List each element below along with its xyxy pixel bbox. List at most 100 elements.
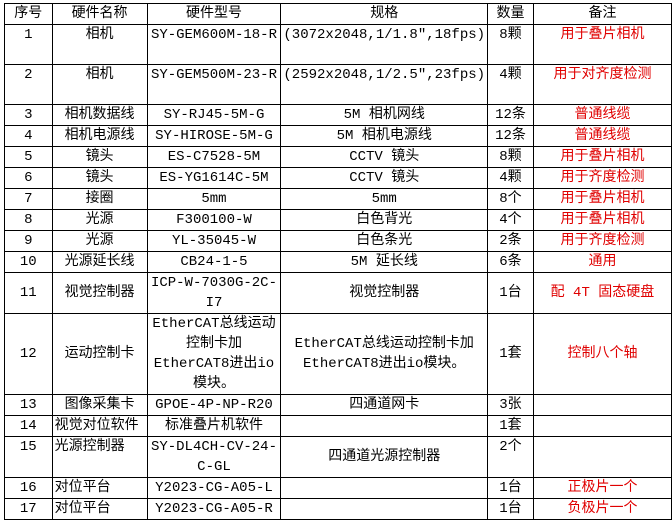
cell-model: CB24-1-5 [146,251,282,273]
cell-note: 用于叠片相机 [532,146,672,168]
cell-name: 对位平台 [51,477,148,499]
cell-name: 光源延长线 [51,251,148,273]
cell-no: 12 [4,313,53,395]
cell-model: SY-GEM500M-23-R [146,64,282,105]
cell-spec: 5M 延长线 [280,251,489,273]
cell-note: 配 4T 固态硬盘 [532,272,672,314]
table-row: 5 镜头 ES-C7528-5M CCTV 镜头 8颗 用于叠片相机 [4,146,672,168]
cell-no: 16 [4,477,53,499]
cell-model: F300100-W [146,209,282,231]
cell-no: 11 [4,272,53,314]
cell-no: 5 [4,146,53,168]
cell-qty: 1套 [487,313,534,395]
header-no: 序号 [4,3,53,25]
cell-no: 2 [4,64,53,105]
table-row: 7 接圈 5mm 5mm 8个 用于叠片相机 [4,188,672,210]
table-row: 13 图像采集卡 GPOE-4P-NP-R20 四通道网卡 3张 [4,394,672,416]
header-spec: 规格 [280,3,489,25]
cell-note: 负极片一个 [532,498,672,520]
cell-spec: 5M 相机网线 [280,104,489,126]
table-row: 1 相机 SY-GEM600M-18-R (3072x2048,1/1.8",18fp… [4,24,672,65]
cell-qty: 8颗 [487,146,534,168]
cell-no: 4 [4,125,53,147]
cell-spec [280,498,489,520]
cell-spec [280,477,489,499]
cell-model: GPOE-4P-NP-R20 [146,394,282,416]
cell-note: 控制八个轴 [532,313,672,395]
cell-note: 用于叠片相机 [532,24,672,65]
cell-no: 17 [4,498,53,520]
cell-qty: 1套 [487,415,534,437]
cell-spec: 四通道网卡 [280,394,489,416]
table-row: 9 光源 YL-35045-W 白色条光 2条 用于齐度检测 [4,230,672,252]
cell-model: ICP-W-7030G-2C-I7 [146,272,282,314]
cell-model: ES-C7528-5M [146,146,282,168]
cell-qty: 3张 [487,394,534,416]
cell-name: 镜头 [51,167,148,189]
cell-spec: 5mm [280,188,489,210]
table-row: 12 运动控制卡 EtherCAT总线运动控制卡加EtherCAT8进出io模块。 E… [4,313,672,395]
cell-no: 9 [4,230,53,252]
cell-note: 普通线缆 [532,125,672,147]
cell-model: Y2023-CG-A05-L [146,477,282,499]
cell-note: 用于叠片相机 [532,209,672,231]
cell-no: 8 [4,209,53,231]
cell-name: 相机 [51,24,148,65]
cell-name: 镜头 [51,146,148,168]
cell-no: 13 [4,394,53,416]
cell-model: EtherCAT总线运动控制卡加EtherCAT8进出io模块。 [146,313,282,395]
cell-name: 相机电源线 [51,125,148,147]
cell-spec: 白色条光 [280,230,489,252]
cell-name: 视觉控制器 [51,272,148,314]
cell-no: 1 [4,24,53,65]
cell-model: 标准叠片机软件 [146,415,282,437]
cell-name: 光源控制器 [51,436,148,478]
cell-spec: EtherCAT总线运动控制卡加EtherCAT8进出io模块。 [280,313,489,395]
cell-name: 光源 [51,230,148,252]
cell-name: 接圈 [51,188,148,210]
header-qty: 数量 [487,3,534,25]
cell-note: 通用 [532,251,672,273]
cell-note: 普通线缆 [532,104,672,126]
cell-model: SY-HIROSE-5M-G [146,125,282,147]
cell-qty: 2条 [487,230,534,252]
cell-no: 7 [4,188,53,210]
cell-qty: 12条 [487,125,534,147]
cell-spec: 白色背光 [280,209,489,231]
cell-qty: 8颗 [487,24,534,65]
cell-model: YL-35045-W [146,230,282,252]
cell-no: 10 [4,251,53,273]
cell-qty: 12条 [487,104,534,126]
table-row: 17 对位平台 Y2023-CG-A05-R 1台 负极片一个 [4,498,672,520]
table-row: 3 相机数据线 SY-RJ45-5M-G 5M 相机网线 12条 普通线缆 [4,104,672,126]
cell-no: 14 [4,415,53,437]
cell-note: 用于叠片相机 [532,188,672,210]
cell-no: 15 [4,436,53,478]
hardware-table: 序号 硬件名称 硬件型号 规格 数量 备注 1 相机 SY-GEM600M-18-R (3072x… [4,3,672,520]
cell-spec: CCTV 镜头 [280,167,489,189]
cell-qty: 1台 [487,272,534,314]
cell-model: SY-GEM600M-18-R [146,24,282,65]
cell-note: 正极片一个 [532,477,672,499]
cell-qty: 8个 [487,188,534,210]
cell-model: SY-DL4CH-CV-24-C-GL [146,436,282,478]
cell-model: ES-YG1614C-5M [146,167,282,189]
table-row: 8 光源 F300100-W 白色背光 4个 用于叠片相机 [4,209,672,231]
table-row: 4 相机电源线 SY-HIROSE-5M-G 5M 相机电源线 12条 普通线缆 [4,125,672,147]
cell-qty: 6条 [487,251,534,273]
cell-name: 对位平台 [51,498,148,520]
cell-name: 视觉对位软件 [51,415,148,437]
cell-spec: 四通道光源控制器 [280,436,489,478]
cell-note: 用于齐度检测 [532,230,672,252]
cell-qty: 1台 [487,498,534,520]
table-row: 11 视觉控制器 ICP-W-7030G-2C-I7 视觉控制器 1台配 4T 固态硬盘 [4,272,672,314]
table-row: 15 光源控制器 SY-DL4CH-CV-24-C-GL 四通道光源控制器 2个 [4,436,672,478]
cell-no: 3 [4,104,53,126]
table-row: 16 对位平台 Y2023-CG-A05-L 1台 正极片一个 [4,477,672,499]
cell-qty: 1台 [487,477,534,499]
cell-name: 相机 [51,64,148,105]
header-name: 硬件名称 [51,3,148,25]
header-row: 序号 硬件名称 硬件型号 规格 数量 备注 [4,3,672,25]
cell-qty: 4个 [487,209,534,231]
cell-name: 光源 [51,209,148,231]
